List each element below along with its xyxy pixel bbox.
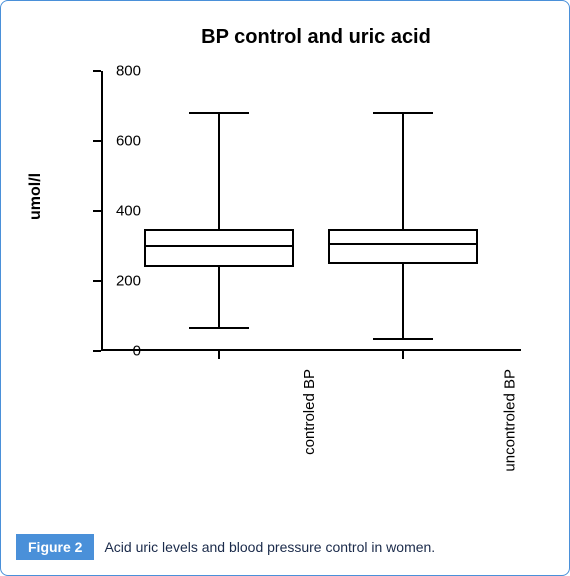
median-line — [144, 245, 294, 247]
x-axis-line — [101, 349, 521, 351]
whisker-line — [402, 113, 404, 339]
y-tick — [93, 210, 101, 212]
figure-badge: Figure 2 — [16, 534, 94, 560]
box-rect — [328, 229, 478, 264]
y-tick-label: 600 — [116, 133, 141, 150]
whisker-cap-top — [189, 112, 249, 114]
figure-caption: Figure 2 Acid uric levels and blood pres… — [16, 534, 554, 560]
whisker-cap-top — [373, 112, 433, 114]
y-tick-label: 0 — [133, 343, 141, 360]
y-tick — [93, 350, 101, 352]
y-tick-label: 200 — [116, 273, 141, 290]
whisker-line — [218, 113, 220, 328]
x-tick-label: controled BP — [300, 369, 317, 455]
chart-title: BP control and uric acid — [61, 26, 570, 49]
x-tick — [218, 351, 220, 359]
plot-area — [101, 71, 521, 351]
y-axis-line — [101, 71, 103, 351]
y-axis-label: umol/l — [27, 173, 45, 220]
caption-text: Acid uric levels and blood pressure cont… — [104, 539, 435, 555]
x-tick — [402, 351, 404, 359]
x-tick-label: uncontroled BP — [502, 369, 519, 472]
y-tick-label: 400 — [116, 203, 141, 220]
median-line — [328, 243, 478, 245]
box-rect — [144, 229, 294, 268]
y-tick — [93, 70, 101, 72]
y-tick-label: 800 — [116, 63, 141, 80]
whisker-cap-bottom — [189, 327, 249, 329]
chart-container: BP control and uric acid umol/l 0 200 400 6… — [1, 11, 570, 521]
y-tick — [93, 140, 101, 142]
whisker-cap-bottom — [373, 338, 433, 340]
y-tick — [93, 280, 101, 282]
